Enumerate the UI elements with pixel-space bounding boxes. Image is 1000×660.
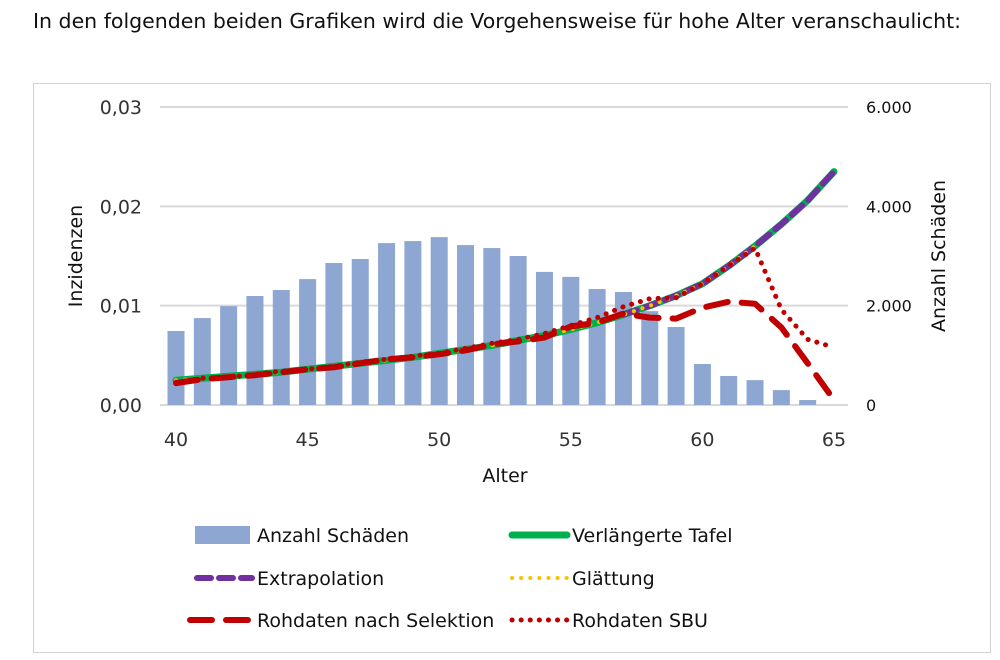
y2-tick-label: 4.000 [866, 197, 912, 216]
legend-label: Anzahl Schäden [257, 525, 409, 547]
x-tick-label: 40 [164, 429, 188, 451]
bar [562, 276, 580, 405]
bar [246, 295, 264, 405]
bar [772, 390, 790, 405]
bar [325, 262, 343, 405]
y-axis-label: Inzidenzen [65, 205, 87, 307]
bar [404, 241, 422, 405]
y2-tick-label: 0 [866, 396, 876, 415]
legend-label: Glättung [572, 568, 655, 590]
bar [799, 400, 817, 405]
x-tick-label: 50 [427, 429, 451, 451]
bar [457, 245, 475, 405]
y-tick-label: 0,02 [100, 196, 142, 218]
bar [746, 380, 764, 405]
legend-label: Extrapolation [257, 568, 384, 590]
series-line-extrapolation [620, 168, 837, 318]
bar [193, 318, 211, 405]
x-tick-label: 55 [559, 429, 583, 451]
y2-tick-label: 6.000 [866, 98, 912, 117]
bar [720, 375, 738, 405]
intro-text: In den folgenden beiden Grafiken wird di… [33, 9, 962, 33]
bar [483, 248, 501, 405]
bar [220, 306, 238, 405]
bar [167, 330, 185, 405]
bar [378, 243, 396, 405]
legend-label: Verlängerte Tafel [572, 525, 733, 547]
y-tick-label: 0,03 [100, 97, 142, 119]
x-tick-label: 45 [296, 429, 320, 451]
bar [430, 237, 448, 405]
chart-frame [33, 83, 991, 653]
legend-label: Rohdaten SBU [572, 610, 708, 632]
bar [272, 290, 290, 405]
x-tick-label: 60 [690, 429, 714, 451]
bar [509, 256, 527, 405]
y-tick-label: 0,00 [100, 395, 142, 417]
bar [351, 258, 369, 405]
bar [299, 279, 317, 405]
bar [667, 327, 685, 405]
x-tick-label: 65 [822, 429, 846, 451]
legend-swatch [195, 526, 250, 544]
bar [641, 311, 659, 405]
y2-tick-label: 2.000 [866, 297, 912, 316]
x-axis-label: Alter [482, 465, 527, 487]
y-tick-label: 0,01 [100, 296, 142, 318]
legend-label: Rohdaten nach Selektion [257, 610, 494, 632]
bar [614, 292, 632, 405]
series-line-rohdaten-sbu [173, 245, 837, 385]
bar [588, 289, 606, 405]
bar [693, 364, 711, 405]
y2-axis-label: Anzahl Schäden [928, 180, 950, 332]
